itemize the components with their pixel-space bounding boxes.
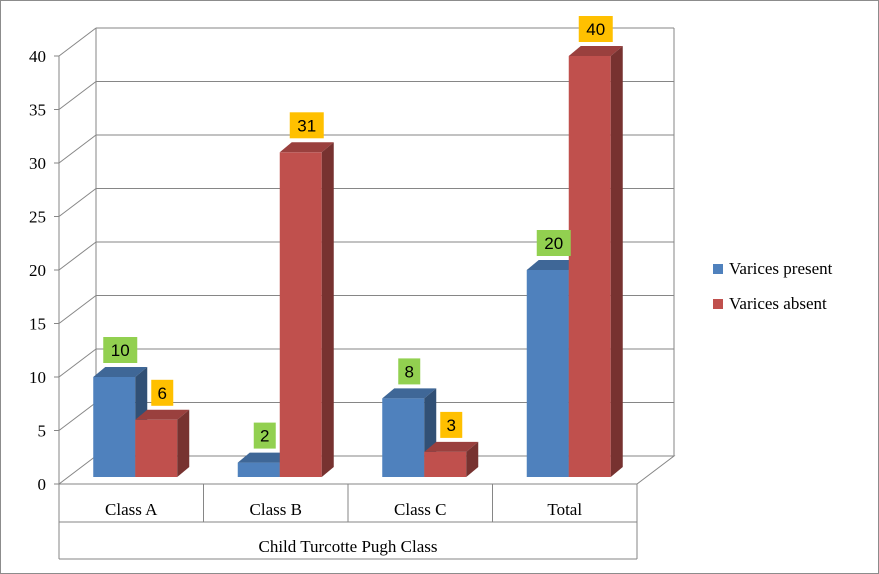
data-label: 10	[103, 337, 138, 363]
bar-top	[93, 367, 148, 377]
bar-front	[237, 462, 280, 477]
bar-front	[382, 398, 425, 477]
bar-top	[382, 388, 437, 399]
bar-varices-present	[382, 388, 437, 477]
bar-front	[526, 270, 569, 477]
data-label-value: 10	[111, 341, 130, 360]
y-axis-ticks: 0 5 10 15 20 25 30 35 40	[29, 47, 59, 494]
x-category-label: Total	[547, 500, 582, 519]
data-label-value: 40	[586, 20, 605, 39]
gridline-side	[58, 295, 97, 324]
bar-side	[177, 409, 190, 477]
gridline-side	[58, 348, 97, 378]
y-tick-label: 40	[29, 47, 46, 66]
legend-item: Varices present	[713, 259, 833, 278]
bar-front	[279, 152, 322, 478]
data-label: 31	[289, 112, 324, 139]
y-tick-label: 15	[29, 315, 46, 334]
data-label: 2	[253, 422, 276, 449]
x-category-label: Class B	[250, 500, 302, 519]
bar-top	[568, 46, 623, 56]
bar-side	[466, 441, 479, 477]
y-tick-label: 0	[38, 475, 47, 494]
y-tick-label: 35	[29, 101, 46, 120]
data-labels: 10 6 2 31 8 3 20 40	[103, 16, 613, 449]
bar-varices-absent	[279, 142, 334, 478]
data-label: 20	[536, 230, 571, 256]
x-category-label: Class C	[394, 500, 446, 519]
data-label-bg	[440, 411, 463, 438]
y-tick-label: 5	[38, 422, 47, 441]
x-category-label: Class A	[105, 500, 158, 519]
gridline-side	[58, 188, 97, 217]
x-axis: Class A Class B Class C Total Child Turcotte…	[58, 483, 638, 560]
gridline-side	[58, 134, 97, 164]
data-label: 3	[440, 411, 463, 438]
gridline-side	[58, 241, 97, 271]
bar-top	[135, 409, 190, 420]
data-label: 40	[578, 16, 613, 42]
y-tick-label: 10	[29, 368, 46, 387]
gridline-side	[58, 81, 97, 110]
data-label-value: 2	[260, 427, 269, 446]
data-label-bg	[398, 358, 421, 385]
bar-front	[568, 56, 611, 477]
bar-front	[135, 419, 178, 477]
data-label-value: 31	[297, 116, 316, 135]
data-label-bg	[103, 337, 138, 363]
bar-side	[321, 142, 334, 478]
legend-label: Varices present	[729, 259, 833, 278]
legend-swatch	[713, 264, 723, 274]
legend-label: Varices absent	[729, 294, 827, 313]
y-tick-label: 30	[29, 154, 46, 173]
bar-front	[93, 377, 136, 477]
legend-swatch	[713, 299, 723, 309]
bar-front	[424, 451, 467, 477]
data-label-bg	[289, 112, 324, 139]
bar-varices-absent	[135, 409, 190, 477]
data-label-value: 8	[405, 362, 414, 381]
bar-top	[279, 142, 334, 153]
y-tick-label: 25	[29, 208, 46, 227]
data-label: 6	[151, 379, 174, 406]
data-label-bg	[536, 230, 571, 256]
gridline-side	[58, 27, 97, 57]
data-label-value: 6	[158, 384, 167, 403]
data-label: 8	[398, 358, 421, 385]
bar-top	[526, 260, 581, 270]
gridline-side	[58, 402, 97, 431]
data-label-bg	[253, 422, 276, 449]
data-label-value: 20	[544, 234, 563, 253]
bar-side	[610, 46, 623, 477]
bars	[93, 46, 623, 478]
legend-item: Varices absent	[713, 294, 827, 313]
legend: Varices present Varices absent	[713, 259, 833, 313]
bar-top	[237, 452, 292, 463]
bar-top	[424, 441, 479, 452]
y-tick-label: 20	[29, 261, 46, 280]
bar-varices-absent	[424, 441, 479, 477]
data-label-bg	[578, 16, 613, 42]
data-label-bg	[151, 379, 174, 406]
x-axis-title: Child Turcotte Pugh Class	[258, 537, 437, 556]
data-label-value: 3	[447, 416, 456, 435]
bar-varices-absent	[568, 46, 623, 477]
